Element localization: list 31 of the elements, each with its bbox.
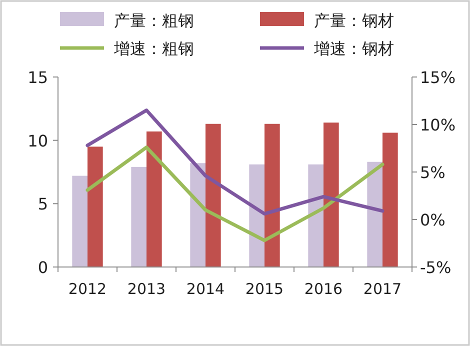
bar (131, 166, 146, 267)
y-tick-label: 5 (38, 194, 48, 214)
bar (308, 164, 324, 267)
bar (190, 163, 206, 267)
y2-tick-label: -5% (420, 258, 452, 277)
bar (146, 131, 162, 267)
x-tick-label: 2015 (245, 280, 284, 298)
y2-tick-label: 10% (420, 116, 456, 134)
y2-tick-label: 5% (420, 163, 446, 182)
bar (88, 146, 103, 267)
bar (72, 176, 88, 267)
x-tick-label: 2012 (68, 280, 107, 298)
x-tick-label: 2013 (127, 280, 166, 298)
x-tick-label: 2014 (186, 280, 225, 298)
legend-label: 增速：钢材 (313, 39, 394, 58)
y2-tick-label: 15% (420, 68, 456, 87)
bar (382, 132, 398, 267)
x-tick-label: 2017 (363, 280, 402, 298)
y-tick-label: 0 (38, 258, 48, 277)
bar (249, 164, 264, 267)
x-tick-label: 2016 (304, 280, 343, 298)
legend-label: 增速：粗钢 (113, 39, 194, 58)
bar (264, 124, 280, 267)
y-tick-label: 10 (28, 131, 48, 150)
y2-tick-label: 0% (420, 210, 446, 230)
legend-label: 产量：粗钢 (114, 11, 194, 30)
y-tick-label: 15 (28, 68, 48, 87)
bar (206, 124, 221, 267)
legend-label: 产量：钢材 (314, 11, 394, 30)
bar (367, 162, 382, 267)
bar (324, 122, 339, 267)
